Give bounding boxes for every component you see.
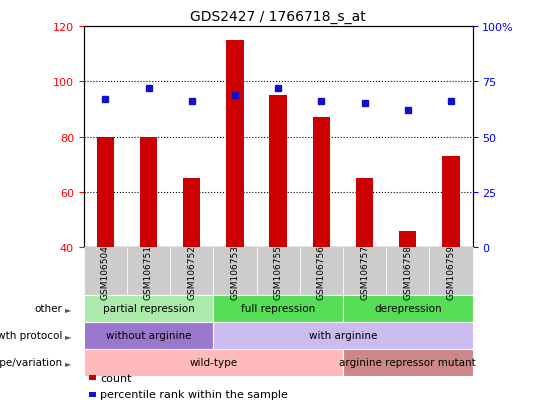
Text: ►: ►: [65, 331, 71, 340]
Bar: [399, 231, 416, 248]
Text: GSM106504: GSM106504: [101, 244, 110, 299]
Text: GSM106755: GSM106755: [274, 244, 282, 299]
Text: wild-type: wild-type: [189, 357, 238, 368]
Text: with arginine: with arginine: [309, 330, 377, 341]
Text: count: count: [100, 373, 131, 383]
Text: genotype/variation: genotype/variation: [0, 357, 62, 368]
Text: GSM106752: GSM106752: [187, 244, 196, 299]
Text: GSM106757: GSM106757: [360, 244, 369, 299]
Text: ►: ►: [65, 304, 71, 313]
Bar: [269, 96, 287, 248]
Bar: [183, 179, 200, 248]
Bar: [356, 179, 373, 248]
Bar: [140, 137, 157, 248]
Bar: [442, 157, 460, 248]
Text: growth protocol: growth protocol: [0, 330, 62, 341]
Title: GDS2427 / 1766718_s_at: GDS2427 / 1766718_s_at: [190, 10, 366, 24]
Text: GSM106759: GSM106759: [447, 244, 455, 299]
Bar: [313, 118, 330, 248]
Text: full repression: full repression: [241, 304, 315, 314]
Text: without arginine: without arginine: [106, 330, 191, 341]
Bar: [226, 40, 244, 248]
Text: other: other: [34, 304, 62, 314]
Text: partial repression: partial repression: [103, 304, 194, 314]
Text: derepression: derepression: [374, 304, 442, 314]
Text: percentile rank within the sample: percentile rank within the sample: [100, 389, 288, 399]
Text: ►: ►: [65, 358, 71, 367]
Text: GSM106758: GSM106758: [403, 244, 412, 299]
Text: GSM106753: GSM106753: [231, 244, 239, 299]
Bar: [97, 137, 114, 248]
Text: GSM106756: GSM106756: [317, 244, 326, 299]
Text: GSM106751: GSM106751: [144, 244, 153, 299]
Text: arginine repressor mutant: arginine repressor mutant: [339, 357, 476, 368]
